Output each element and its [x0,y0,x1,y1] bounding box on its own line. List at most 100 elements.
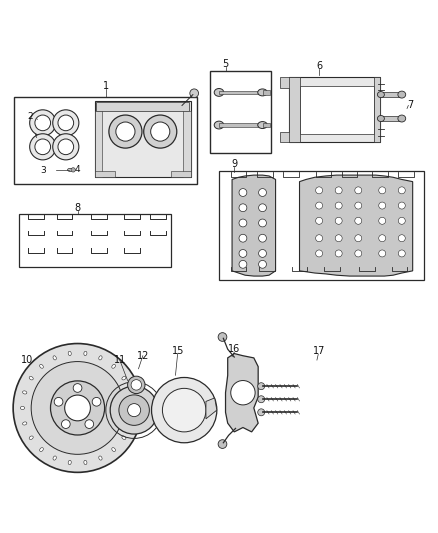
Polygon shape [280,77,295,88]
Circle shape [379,250,386,257]
Ellipse shape [214,121,224,129]
Ellipse shape [99,456,102,460]
Bar [210,71,271,154]
Circle shape [239,261,247,268]
Circle shape [355,187,362,194]
Ellipse shape [258,122,267,128]
Circle shape [258,383,265,390]
Circle shape [258,219,266,227]
Ellipse shape [378,116,385,122]
Ellipse shape [128,422,133,425]
Circle shape [151,122,170,141]
Bar [14,97,197,184]
Ellipse shape [53,356,57,360]
Circle shape [379,202,386,209]
Ellipse shape [131,407,135,409]
Circle shape [398,217,405,224]
Circle shape [35,115,50,131]
Circle shape [335,202,342,209]
Polygon shape [219,91,258,94]
Circle shape [398,202,405,209]
Text: 12: 12 [137,351,149,361]
Polygon shape [232,175,276,276]
Polygon shape [289,77,380,142]
Circle shape [65,395,90,421]
Circle shape [30,110,56,136]
Circle shape [316,250,322,257]
Polygon shape [374,77,380,142]
Text: 6: 6 [316,61,322,71]
Circle shape [398,250,405,257]
Ellipse shape [84,351,87,356]
Circle shape [50,381,105,435]
Ellipse shape [122,376,126,380]
Ellipse shape [258,89,267,96]
Text: 5: 5 [223,59,229,69]
Ellipse shape [398,91,406,98]
Circle shape [231,381,255,405]
Ellipse shape [23,422,27,425]
Ellipse shape [112,365,116,368]
Circle shape [53,134,79,160]
Bar [19,214,171,266]
Circle shape [355,217,362,224]
Ellipse shape [122,436,126,440]
Ellipse shape [99,356,102,360]
Circle shape [61,420,70,429]
Circle shape [316,202,322,209]
Circle shape [379,187,386,194]
Circle shape [258,235,266,242]
Polygon shape [206,398,217,419]
Circle shape [73,384,82,392]
Ellipse shape [68,461,71,465]
Ellipse shape [40,448,43,451]
Circle shape [355,235,362,241]
Circle shape [35,139,50,155]
Circle shape [13,344,142,472]
Circle shape [144,115,177,148]
Circle shape [258,396,265,403]
Text: 3: 3 [40,166,46,175]
Circle shape [379,235,386,241]
Polygon shape [262,90,270,94]
Polygon shape [171,171,191,177]
Circle shape [258,261,266,268]
Ellipse shape [398,115,406,122]
Circle shape [110,386,158,434]
Circle shape [258,249,266,257]
Circle shape [162,389,206,432]
Circle shape [58,115,74,131]
Polygon shape [95,111,102,177]
Circle shape [54,398,63,406]
Polygon shape [184,111,191,177]
Circle shape [355,250,362,257]
Circle shape [398,235,405,241]
Ellipse shape [29,376,33,380]
Circle shape [239,189,247,197]
Polygon shape [280,132,295,142]
Text: 9: 9 [231,159,237,169]
Ellipse shape [67,168,73,172]
Circle shape [109,115,142,148]
Circle shape [239,204,247,212]
Polygon shape [96,102,189,111]
Circle shape [116,122,135,141]
Circle shape [92,398,101,406]
Circle shape [379,217,386,224]
Text: 17: 17 [313,346,325,357]
Text: 8: 8 [74,203,81,213]
Text: 10: 10 [21,355,33,365]
Ellipse shape [214,88,224,96]
Text: 7: 7 [407,100,413,110]
Text: 11: 11 [113,355,126,365]
Ellipse shape [378,92,385,98]
Text: 2: 2 [27,112,32,121]
Circle shape [131,379,141,390]
Polygon shape [381,116,402,121]
Polygon shape [262,123,270,127]
Polygon shape [300,175,413,276]
Ellipse shape [20,407,25,409]
Circle shape [239,219,247,227]
Circle shape [239,249,247,257]
Ellipse shape [53,456,57,460]
